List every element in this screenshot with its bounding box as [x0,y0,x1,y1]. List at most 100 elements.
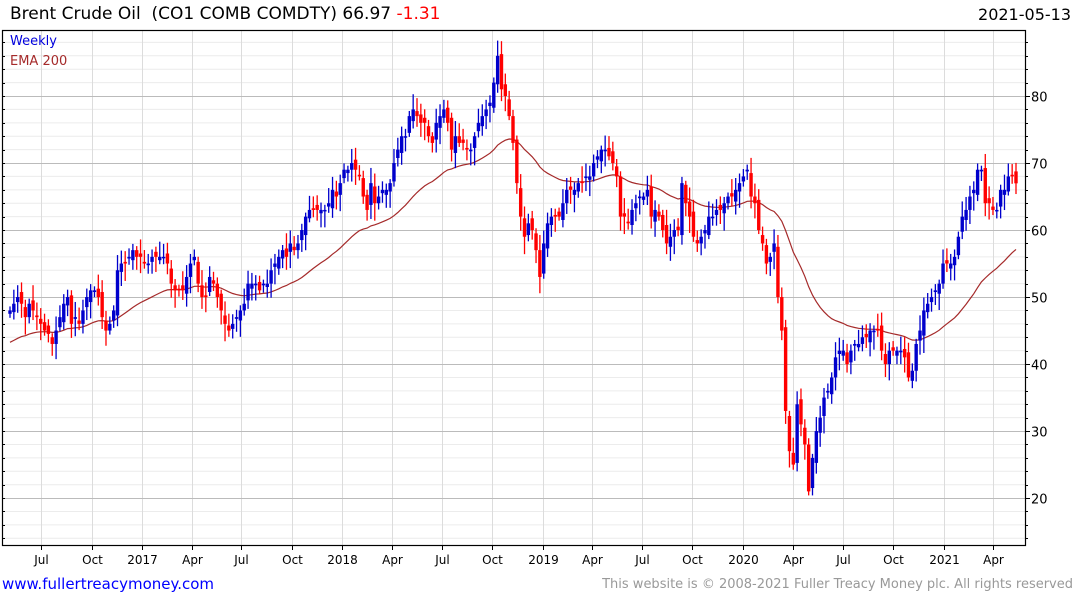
candle-body [722,203,726,214]
candle [684,180,688,217]
candle [257,275,262,295]
x-tick-label: Apr [382,553,403,567]
candle [346,165,350,182]
candle-body [684,184,688,204]
candle [150,249,154,274]
candle [672,219,676,255]
candle-body [58,317,62,328]
candle [207,266,212,297]
candle-body [661,214,665,231]
candle-body [803,427,807,445]
candle [891,341,895,356]
candle-body [914,343,918,371]
x-tick-label: Apr [983,553,1004,567]
candle [968,185,972,225]
candle [780,287,784,341]
candle-body [196,261,200,284]
candle [219,289,223,325]
candle [691,199,696,242]
candle-body [791,452,795,465]
candle-body [495,55,500,85]
candle-body [503,84,508,97]
candle [269,258,273,298]
candle-body [123,261,127,264]
candle [442,99,446,123]
candle [542,230,546,279]
instrument-ticker: (CO1 COMB COMDTY) [151,4,338,24]
candle [58,305,62,332]
candle [879,312,884,361]
candle-body [568,186,573,190]
candle-body [142,261,147,264]
candle [557,207,561,221]
candle-body [342,169,346,179]
candle [737,173,742,208]
candle-body [941,263,945,284]
candle-body [695,240,700,244]
candle [307,195,312,223]
y-tick-label: 60 [1031,225,1048,240]
candle-body [853,343,857,346]
candle-body [737,183,742,192]
candle-body [584,176,588,179]
y-tick-label: 70 [1031,158,1048,173]
candle-body [292,246,296,251]
candle [895,346,899,365]
candle [330,176,335,218]
candle-body [181,285,185,291]
candle-body [8,310,12,314]
candle [975,163,980,202]
candle [707,201,711,240]
candle [31,285,35,321]
candle [403,128,408,152]
candle-body [707,216,711,236]
candle-body [845,352,849,365]
candle [783,319,788,424]
candle-body [745,169,749,172]
candle-body [399,136,404,153]
candle-body [918,330,922,341]
candle-body [703,230,707,234]
candle-body [469,149,473,152]
candle [799,388,803,437]
candle-body [73,317,77,319]
candle [353,147,358,185]
candle [165,242,170,275]
candle [277,249,281,275]
candle-body [687,201,692,217]
candle-body [906,352,911,378]
candle [158,241,162,265]
website-link[interactable]: www.fullertreacymoney.com [2,575,215,593]
candle [81,299,85,334]
candle [972,181,976,211]
candle [173,279,177,308]
candle [292,236,296,256]
candle-body [284,248,289,257]
candle [457,123,461,147]
candle-body [518,188,523,217]
candle-body [169,268,173,284]
candle [588,165,592,197]
candle [242,288,246,316]
candle-body [899,350,903,353]
candle-body [526,223,531,236]
candle-body [795,404,799,463]
candle-body [952,256,957,266]
candle [204,282,208,313]
candle-body [507,99,511,117]
candle [768,252,772,276]
candle-body [730,193,734,197]
candle [104,310,108,346]
candle-body [956,236,961,256]
candle [123,251,127,281]
candle [714,199,719,226]
candle-body [234,317,239,319]
candle-body [549,216,554,226]
candle [833,342,838,391]
candle-body [77,320,81,324]
candle [845,343,849,373]
candle [599,145,604,174]
candle [419,103,423,137]
candle-body [300,230,304,241]
candle-body [323,209,327,212]
